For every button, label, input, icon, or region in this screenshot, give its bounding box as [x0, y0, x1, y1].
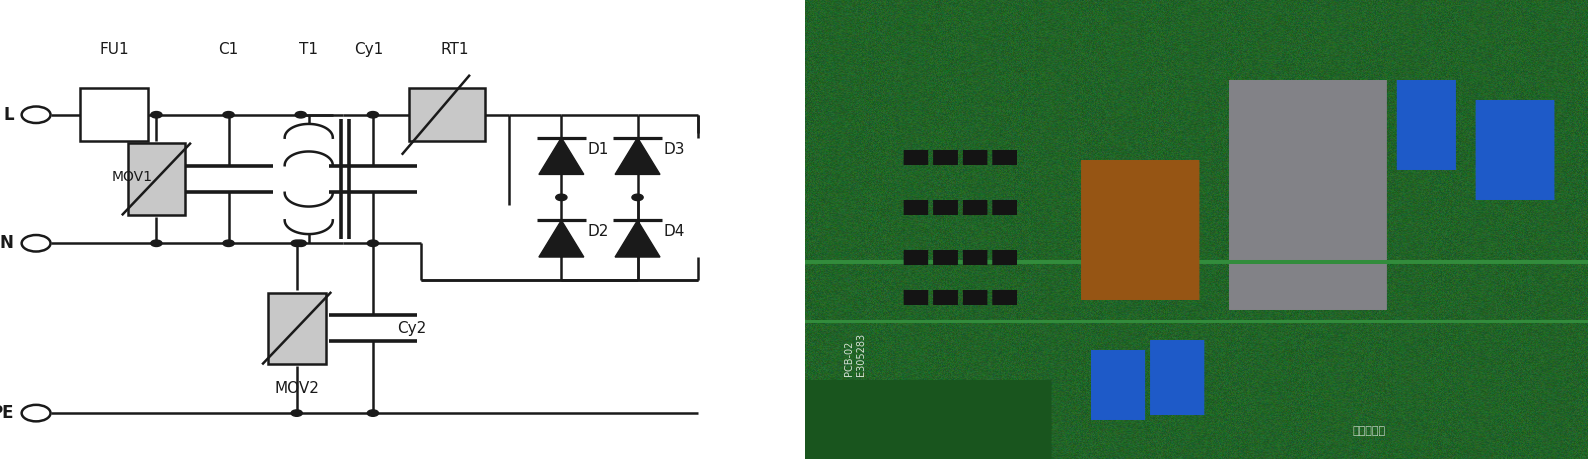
Text: N: N: [0, 234, 14, 252]
Circle shape: [367, 410, 378, 416]
Text: 電子發燒友: 電子發燒友: [1353, 426, 1385, 436]
Text: D3: D3: [664, 142, 684, 157]
Polygon shape: [538, 138, 584, 174]
Text: FU1: FU1: [100, 42, 129, 57]
Text: RT1: RT1: [441, 42, 470, 57]
Bar: [81, 88, 148, 141]
Polygon shape: [615, 220, 661, 257]
Circle shape: [222, 112, 233, 118]
Bar: [410, 88, 486, 141]
Circle shape: [632, 194, 643, 201]
Text: PE: PE: [0, 404, 14, 422]
Text: MOV1: MOV1: [111, 170, 152, 184]
Text: T1: T1: [299, 42, 318, 57]
Text: Cy2: Cy2: [397, 321, 426, 336]
Circle shape: [367, 112, 378, 118]
Circle shape: [222, 240, 233, 246]
Polygon shape: [615, 138, 661, 174]
Circle shape: [295, 240, 306, 246]
Text: PCB-02
E305283: PCB-02 E305283: [845, 333, 865, 376]
Circle shape: [367, 240, 378, 246]
Bar: [127, 143, 186, 214]
Text: D4: D4: [664, 224, 684, 239]
Circle shape: [151, 240, 162, 246]
Bar: [268, 293, 326, 364]
Text: C1: C1: [219, 42, 238, 57]
Text: MOV2: MOV2: [275, 381, 319, 396]
Polygon shape: [538, 220, 584, 257]
Text: D2: D2: [588, 224, 608, 239]
Circle shape: [291, 410, 302, 416]
Text: D1: D1: [588, 142, 608, 157]
Text: Cy1: Cy1: [354, 42, 384, 57]
Text: L: L: [3, 106, 14, 124]
Circle shape: [291, 240, 302, 246]
Circle shape: [295, 112, 306, 118]
Circle shape: [556, 194, 567, 201]
Circle shape: [151, 112, 162, 118]
